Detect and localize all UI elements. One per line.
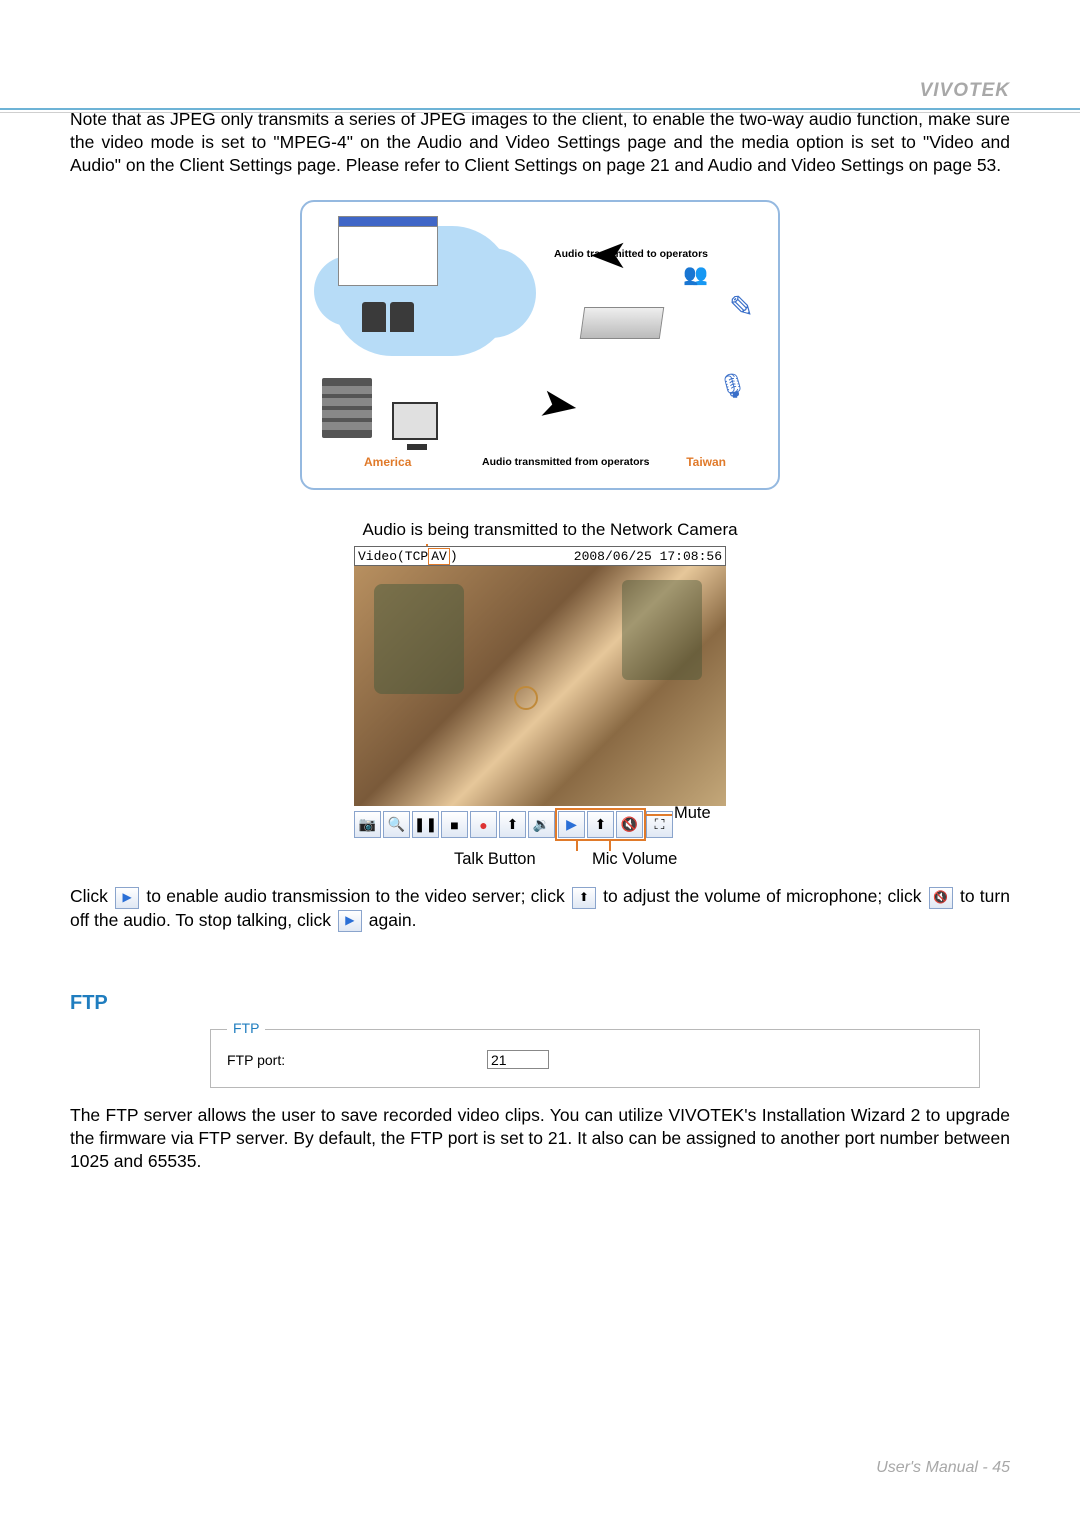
instr-text-3: to adjust the volume of microphone; clic… (603, 886, 927, 906)
ftp-port-row: FTP port: (227, 1050, 963, 1069)
talk-line (576, 841, 578, 851)
mic-volume-button[interactable]: ⬆ (587, 811, 614, 838)
talk-icon: ▶ (115, 887, 139, 909)
camera-sketch-icon: ✎ (729, 290, 754, 325)
header-rule-1 (0, 108, 1080, 110)
page-header: VIVOTEK (0, 80, 1080, 113)
instr-text-2: to enable audio transmission to the vide… (146, 886, 570, 906)
header-rule-2 (0, 112, 1080, 113)
video-timestamp: 2008/06/25 17:08:56 (574, 549, 722, 564)
instr-text-5: again. (369, 910, 417, 930)
ftp-legend: FTP (227, 1020, 265, 1036)
diagram-label-lower: Audio transmitted from operators (482, 456, 649, 468)
mute-button[interactable]: 🔇 (616, 811, 643, 838)
ftp-port-input[interactable] (487, 1050, 549, 1069)
ftp-paragraph: The FTP server allows the user to save r… (70, 1104, 1010, 1172)
server-rack-icon (322, 378, 372, 438)
video-mode-label: Video(TCPAV) (358, 549, 458, 564)
arrow-right-icon: ➤ (534, 380, 583, 431)
audio-caption: Audio is being transmitted to the Networ… (90, 520, 1010, 540)
page-content: Note that as JPEG only transmits a serie… (0, 48, 1080, 1172)
mute-line (646, 814, 672, 816)
mute-annotation: Mute (674, 804, 711, 823)
live-video-panel: Video(TCPAV) 2008/06/25 17:08:56 📷 🔍 ❚❚ … (354, 546, 726, 839)
talk-annotation: Talk Button (454, 850, 536, 869)
volume-button[interactable]: ⬆ (499, 811, 526, 838)
instruction-paragraph: Click ▶ to enable audio transmission to … (70, 885, 1010, 932)
talk-button[interactable]: ▶ (558, 811, 585, 838)
ftp-fieldset: FTP FTP port: (210, 1029, 980, 1088)
mic-line (609, 841, 611, 851)
stop-button[interactable]: ■ (441, 811, 468, 838)
av-highlight: AV (428, 548, 450, 565)
mic-adjust-icon: ⬆ (572, 887, 596, 909)
people-sketch-icon: 👥 (683, 262, 708, 287)
speaker-button[interactable]: 🔉 (528, 811, 555, 838)
page-footer: User's Manual - 45 (876, 1459, 1010, 1477)
video-frame (354, 566, 726, 806)
people-icon (362, 302, 414, 332)
diagram-region-right: Taiwan (686, 455, 726, 469)
ftp-heading: FTP (70, 992, 1010, 1015)
diagram-region-left: America (364, 455, 411, 469)
diagram-label-upper: Audio transmitted to operators (554, 248, 708, 260)
snapshot-button[interactable]: 📷 (354, 811, 381, 838)
audio-diagram: ➤ ➤ ✎ 🎙 👥 Audio transmitted to operators… (300, 200, 780, 490)
brand-label: VIVOTEK (0, 80, 1080, 102)
video-server-icon (580, 307, 664, 339)
talk-stop-icon: ▶ (338, 910, 362, 932)
instr-text-1: Click (70, 886, 113, 906)
talk-group-highlight: ▶ ⬆ 🔇 (557, 810, 644, 839)
pc-icon (392, 402, 438, 440)
manual-page: VIVOTEK Note that as JPEG only transmits… (0, 0, 1080, 1527)
intro-paragraph: Note that as JPEG only transmits a serie… (70, 108, 1010, 176)
record-button[interactable]: ● (470, 811, 497, 838)
video-overlay-bar: Video(TCPAV) 2008/06/25 17:08:56 (354, 546, 726, 566)
table-icon (514, 686, 538, 710)
pause-button[interactable]: ❚❚ (412, 811, 439, 838)
video-proto-text: Video(TCP (358, 549, 428, 564)
mic-sketch-icon: 🎙 (718, 372, 748, 401)
mute-icon: 🔇 (929, 887, 953, 909)
ftp-port-label: FTP port: (227, 1052, 477, 1068)
mic-annotation: Mic Volume (592, 850, 677, 869)
cloud-window-icon (338, 216, 438, 286)
zoom-button[interactable]: 🔍 (383, 811, 410, 838)
